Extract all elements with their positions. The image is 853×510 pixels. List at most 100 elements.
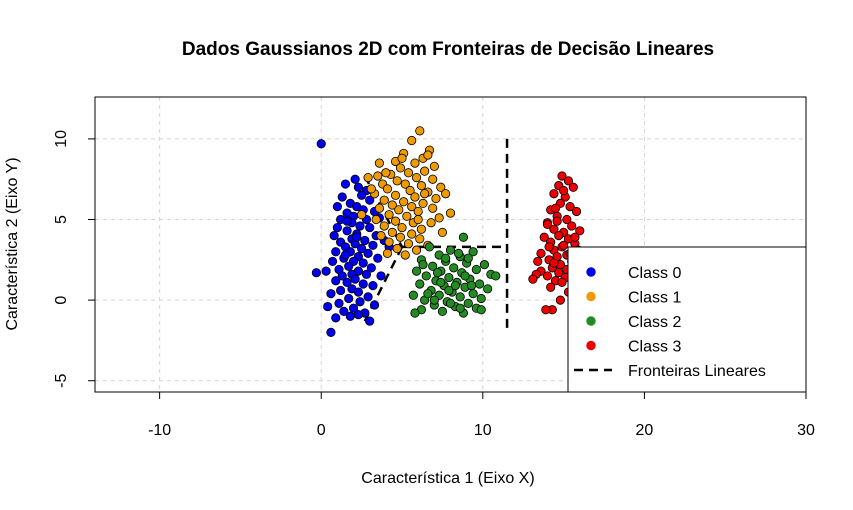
data-point [342,277,352,287]
data-point [352,232,362,242]
data-point [395,232,406,242]
data-point [450,281,460,291]
data-point [344,293,354,304]
data-point [437,306,448,316]
data-point [468,247,478,257]
data-point [365,316,375,326]
data-point [549,258,559,268]
data-point [384,237,394,247]
data-point [570,232,580,242]
data-point [332,222,342,233]
data-point [403,239,414,249]
data-point [376,271,386,281]
data-point [353,182,363,192]
legend-label: Class 3 [628,339,681,356]
data-point [550,203,561,213]
plot-border [94,96,807,393]
data-point [568,182,578,192]
data-point [418,198,428,208]
data-point [420,166,430,176]
data-point [407,135,417,146]
data-point [323,301,333,312]
data-point [463,253,473,263]
data-point [554,268,564,278]
data-point [326,327,336,337]
data-point [358,279,368,289]
data-point [411,266,422,276]
data-point [311,268,321,278]
data-point [468,289,478,299]
data-point [357,190,367,200]
data-point [360,235,370,246]
data-point [392,176,402,186]
data-point [436,277,446,287]
x-tick-label: 0 [317,422,326,439]
data-point [491,271,501,281]
legend-label: Class 1 [628,290,681,307]
data-point [423,150,433,160]
data-point [474,279,485,289]
data-point [542,271,553,281]
data-point [361,269,372,279]
x-axis-label: Característica 1 (Eixo X) [361,470,534,487]
data-point [413,206,423,217]
data-point [355,221,365,231]
data-point [373,253,383,263]
data-point [562,214,572,225]
data-point [557,171,567,181]
data-point [428,174,438,184]
legend-swatch [586,316,596,326]
data-point [554,231,564,241]
data-point [563,176,574,186]
data-point [366,184,376,194]
data-point [357,210,367,220]
x-tick-label: 10 [474,422,492,439]
legend-swatch [586,291,596,302]
data-point [369,300,380,310]
data-point [429,161,439,171]
data-point [373,171,383,181]
data-point [546,282,556,292]
data-point [397,222,407,233]
data-point [394,205,404,215]
data-point [344,261,354,271]
data-point [363,173,373,183]
legend-swatch [586,267,596,277]
data-point [353,287,363,297]
legend-label: Class 2 [628,314,681,331]
x-axis: -10 0 10 20 30 [148,392,815,439]
data-point [337,192,347,202]
legend-label: Class 0 [628,265,681,282]
data-point [390,190,401,200]
data-point [549,189,559,199]
data-point [410,192,420,202]
data-point [329,231,339,241]
y-axis-label: Característica 2 (Eixo Y) [4,157,21,330]
data-point [413,214,423,225]
data-point [355,297,365,307]
legend-label: Fronteiras Lineares [628,363,766,380]
data-point [436,182,446,192]
data-point [445,298,456,308]
data-point [336,285,346,296]
data-point [365,195,375,205]
data-point [565,202,575,212]
y-tick-label: 0 [53,296,70,305]
data-point [429,295,439,305]
data-point [407,202,417,212]
data-point [449,263,459,273]
data-point [415,279,425,289]
data-point [444,272,454,283]
data-point [326,289,336,299]
data-point [340,179,351,189]
data-point [460,271,470,281]
data-point [418,260,428,270]
data-point [342,216,352,226]
data-point [390,216,401,226]
data-point [476,293,486,304]
y-tick-label: 10 [53,130,70,148]
data-point [463,298,473,308]
data-point [387,227,397,238]
data-point [416,224,427,234]
